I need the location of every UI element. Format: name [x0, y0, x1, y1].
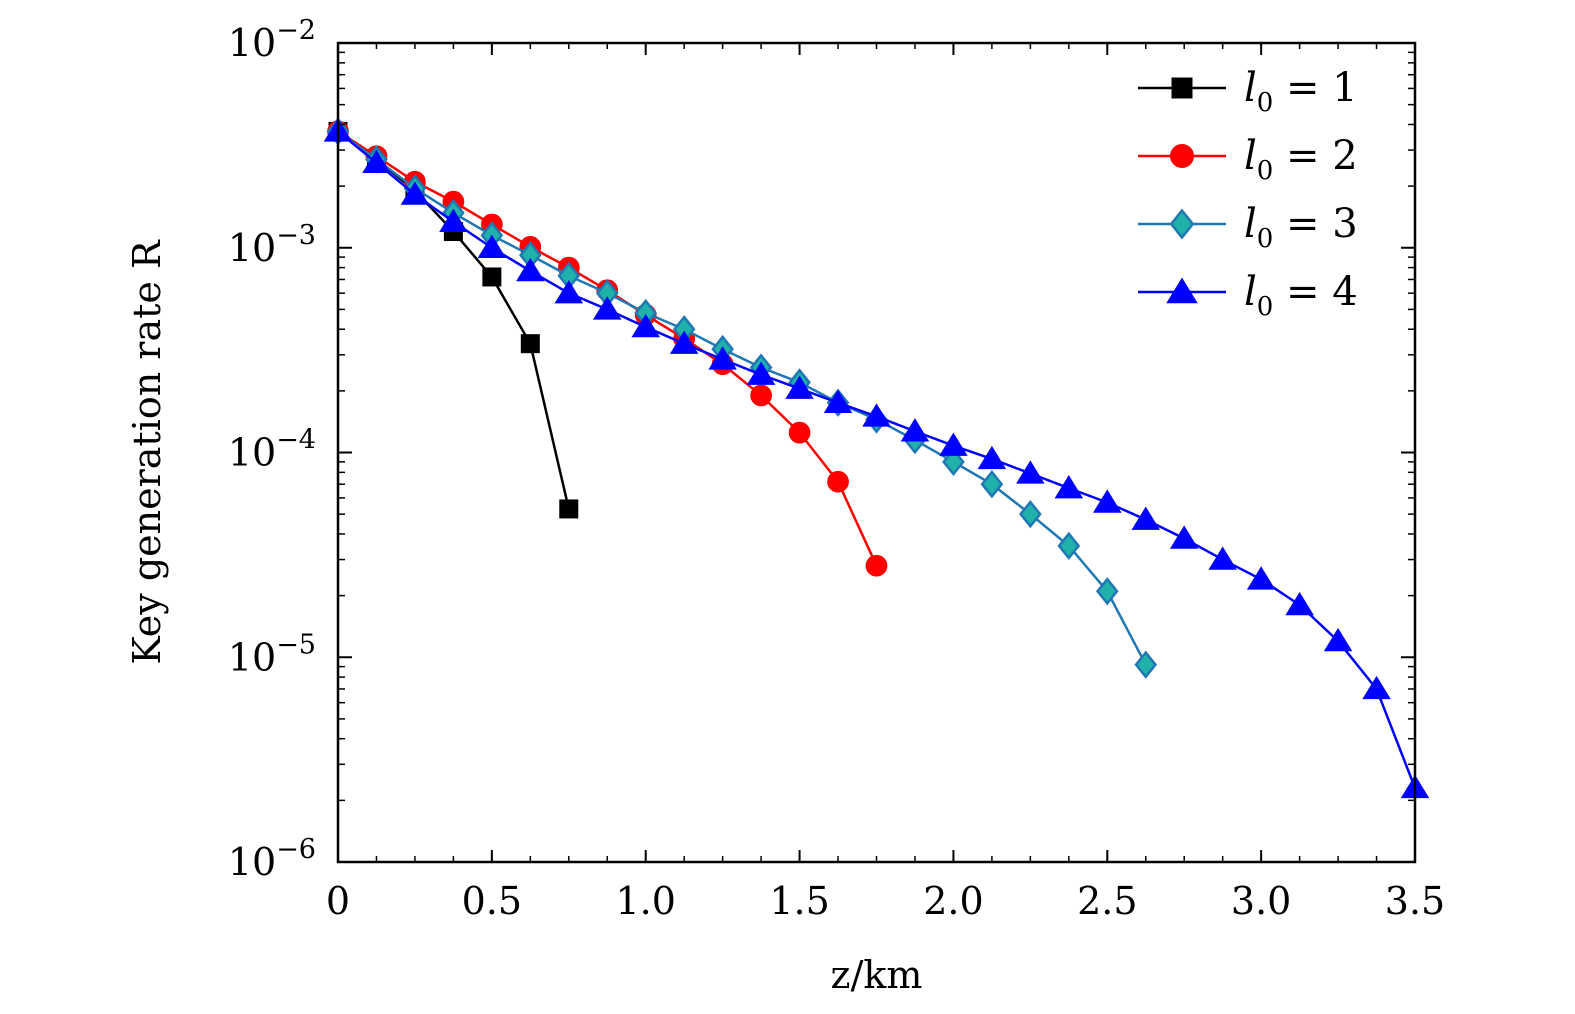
data-point	[477, 234, 507, 258]
data-point	[788, 421, 811, 444]
data-point	[482, 267, 502, 287]
data-point	[1208, 546, 1237, 570]
data-point	[785, 375, 814, 399]
series-line	[337, 130, 1147, 666]
data-point	[1170, 144, 1194, 168]
x-tick-label: 0.5	[462, 879, 522, 923]
x-tick-label: 3.0	[1231, 879, 1291, 923]
y-tick-label: 10−4	[228, 425, 316, 475]
data-point	[400, 181, 430, 205]
series-layer	[323, 117, 1430, 799]
x-tick-label: 2.5	[1077, 879, 1137, 923]
y-tick-label: 10−6	[228, 834, 316, 884]
data-point	[631, 313, 660, 338]
data-point	[865, 554, 888, 577]
data-point	[1169, 525, 1199, 549]
legend-item-2: l0 = 2	[1138, 133, 1358, 186]
data-point	[362, 149, 391, 174]
series-4	[323, 118, 1430, 799]
data-point	[1131, 506, 1161, 530]
y-tick-label: 10−5	[228, 629, 316, 679]
data-point	[1054, 475, 1084, 499]
legend-item-4: l0 = 4	[1138, 269, 1358, 322]
y-tick-label: 10−2	[228, 15, 316, 65]
data-point	[1057, 531, 1081, 561]
data-point	[900, 418, 930, 442]
axes-layer: 0 0.5 1.0 1.5 2.0 2.5 3.0 3.5 10−6 10−5 10−4 10−3 10…	[228, 15, 1445, 923]
legend-label: l0 = 1	[1244, 65, 1358, 118]
data-point	[1362, 675, 1391, 700]
plot-background	[338, 43, 1415, 862]
data-point	[708, 346, 737, 370]
data-point	[439, 208, 468, 232]
data-point	[1019, 499, 1042, 529]
data-point	[1016, 460, 1045, 484]
legend-item-1: l0 = 1	[1138, 65, 1358, 118]
x-axis-title: z/km	[831, 953, 923, 997]
data-point	[1246, 566, 1276, 590]
x-tick-label: 0	[326, 879, 350, 923]
y-axis-title: Key generation rate R	[125, 239, 169, 665]
data-point	[1166, 277, 1198, 304]
data-point	[1171, 77, 1193, 99]
data-point	[1323, 627, 1353, 652]
data-point	[1169, 208, 1195, 240]
data-point	[669, 330, 699, 354]
data-point	[516, 257, 545, 282]
data-point	[977, 445, 1007, 470]
x-tick-label: 3.5	[1385, 879, 1445, 923]
data-point	[520, 334, 540, 354]
data-point	[592, 296, 622, 320]
legend-label: l0 = 2	[1244, 133, 1358, 186]
data-point	[980, 470, 1004, 499]
data-point	[827, 470, 849, 493]
x-tick-label: 1.5	[769, 879, 829, 923]
legend-label: l0 = 4	[1244, 269, 1358, 322]
data-point	[559, 499, 579, 519]
data-point	[554, 280, 584, 304]
legend-item-3: l0 = 3	[1138, 201, 1358, 254]
data-point	[746, 361, 776, 385]
data-point	[1095, 577, 1119, 606]
x-tick-label: 2.0	[923, 879, 983, 923]
y-tick-label: 10−3	[228, 220, 316, 270]
legend: l0 = 1 l0 = 2 l0 = 3 l0 = 4	[1138, 65, 1358, 322]
x-tick-label: 1.0	[615, 879, 675, 923]
data-point	[1285, 591, 1314, 616]
data-point	[823, 389, 853, 413]
plot-area	[338, 43, 1415, 862]
data-point	[939, 432, 968, 456]
data-point	[1093, 489, 1122, 513]
data-point	[750, 384, 772, 407]
legend-label: l0 = 3	[1244, 201, 1358, 254]
axes-frame	[336, 41, 1417, 864]
data-point	[1134, 650, 1158, 679]
data-point	[862, 403, 891, 427]
